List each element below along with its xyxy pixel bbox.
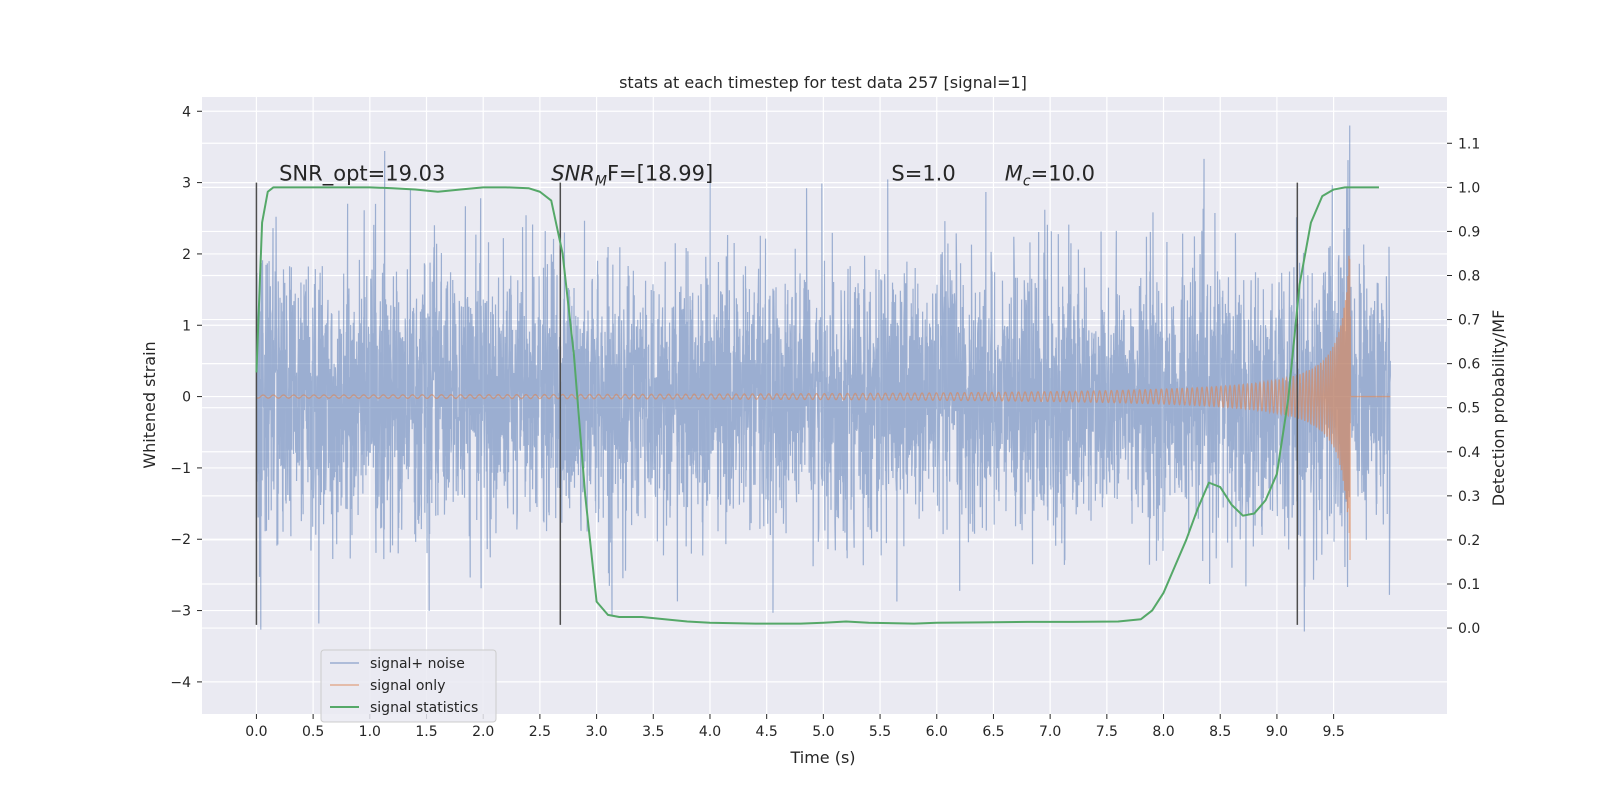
x-tick-label-16: 8.0	[1152, 724, 1174, 740]
y2-tick-label-3: 0.8	[1458, 268, 1480, 284]
annotation-3: Mc=10.0	[1005, 162, 1095, 190]
y2-tick-label-9: 0.2	[1458, 533, 1480, 549]
y2-tick-label-11: 0.0	[1458, 621, 1480, 637]
legend-label-0: signal+ noise	[370, 656, 465, 672]
legend: signal+ noise signal only signal statistic…	[320, 649, 497, 723]
x-tick-label-8: 4.0	[699, 724, 721, 740]
annotation-1: SNRMF=[18.99]	[551, 162, 713, 190]
y-axis-left: 4 3 2 1 0 −1 −2 −3 −4	[170, 104, 202, 691]
chart-title: stats at each timestep for test data 257…	[619, 73, 1027, 92]
x-tick-label-10: 5.0	[812, 724, 834, 740]
y-tick-label-2: 2	[182, 247, 191, 263]
x-tick-label-19: 9.5	[1322, 724, 1344, 740]
x-tick-label-14: 7.0	[1039, 724, 1061, 740]
x-axis-label: Time (s)	[789, 748, 855, 767]
y2-tick-label-0: 1.1	[1458, 136, 1480, 152]
x-tick-label-13: 6.5	[982, 724, 1004, 740]
y2-tick-label-5: 0.6	[1458, 357, 1480, 373]
x-tick-label-11: 5.5	[869, 724, 891, 740]
y2-tick-label-1: 1.0	[1458, 180, 1480, 196]
x-tick-label-7: 3.5	[642, 724, 664, 740]
y2-axis-label: Detection probability/MF	[1489, 310, 1508, 507]
x-tick-label-3: 1.5	[415, 724, 437, 740]
marker-lines	[255, 182, 1299, 625]
series-signal-noise	[255, 125, 1391, 632]
annotations: SNR_opt=19.03 SNRMF=[18.99] S=1.0 Mc=10.0	[279, 162, 1095, 190]
y-tick-label-3: 1	[182, 318, 191, 334]
y-tick-label-6: −2	[170, 532, 191, 548]
x-tick-label-9: 4.5	[756, 724, 778, 740]
y2-tick-label-4: 0.7	[1458, 313, 1480, 329]
y-tick-label-1: 3	[182, 176, 191, 192]
y-axis-right: 1.1 1.0 0.9 0.8 0.7 0.6 0.5 0.4 0.3 0.2 0.1 0.0	[1447, 136, 1480, 637]
y2-tick-label-7: 0.4	[1458, 445, 1480, 461]
y-tick-label-0: 4	[182, 104, 191, 120]
x-tick-label-5: 2.5	[529, 724, 551, 740]
legend-label-1: signal only	[370, 678, 445, 694]
y2-tick-label-8: 0.3	[1458, 489, 1480, 505]
x-tick-label-6: 3.0	[585, 724, 607, 740]
series-signal-only	[256, 255, 1391, 561]
y-tick-label-7: −3	[170, 604, 191, 620]
y2-tick-label-6: 0.5	[1458, 401, 1480, 417]
x-tick-label-12: 6.0	[926, 724, 948, 740]
x-tick-label-18: 9.0	[1266, 724, 1288, 740]
x-tick-label-1: 0.5	[302, 724, 324, 740]
annotation-0: SNR_opt=19.03	[279, 162, 445, 187]
y-tick-label-5: −1	[170, 461, 191, 477]
x-tick-label-15: 7.5	[1096, 724, 1118, 740]
series-signal-statistics	[255, 186, 1379, 625]
x-tick-label-4: 2.0	[472, 724, 494, 740]
x-axis: 0.0 0.5 1.0 1.5 2.0 2.5 3.0 3.5 4.0 4.5 5.0 5.5 6.0 6…	[245, 714, 1345, 740]
legend-box	[320, 649, 497, 723]
series-line-signal-statistics	[255, 186, 1379, 625]
y-tick-label-4: 0	[182, 390, 191, 406]
y-tick-label-8: −4	[170, 675, 191, 691]
x-tick-label-17: 8.5	[1209, 724, 1231, 740]
y2-tick-label-2: 0.9	[1458, 224, 1480, 240]
series-line-signal-only	[256, 255, 1391, 561]
y-axis-label: Whitened strain	[140, 341, 159, 468]
legend-label-2: signal statistics	[370, 700, 478, 716]
x-tick-label-0: 0.0	[245, 724, 267, 740]
series-line-signal-noise	[255, 125, 1391, 632]
y2-tick-label-10: 0.1	[1458, 577, 1480, 593]
annotation-2: S=1.0	[891, 162, 955, 186]
x-tick-label-2: 1.0	[359, 724, 381, 740]
